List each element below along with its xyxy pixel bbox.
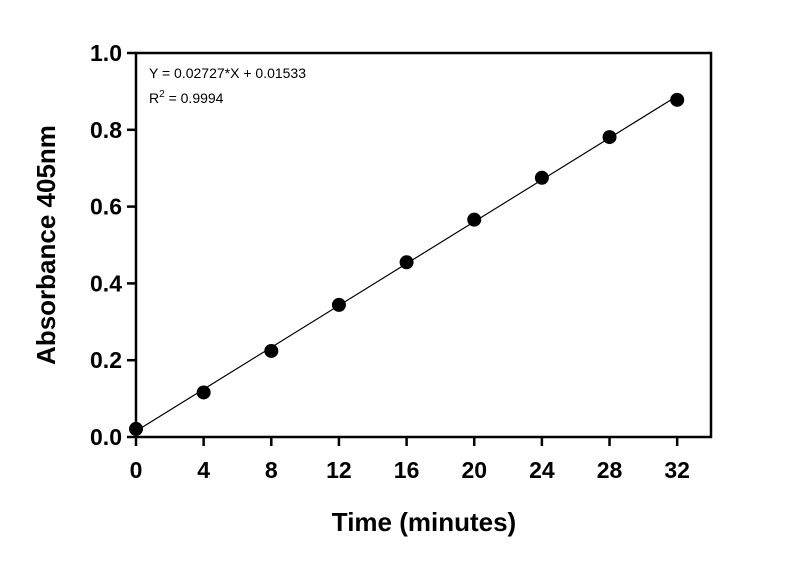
data-point	[467, 212, 482, 227]
y-tick-label: 0.8	[90, 117, 122, 143]
y-tick-label: 0.2	[90, 347, 122, 373]
x-tick-label: 24	[529, 457, 555, 483]
y-tick-label: 1.0	[90, 40, 122, 66]
data-point	[602, 130, 617, 145]
data-point	[670, 92, 685, 107]
x-tick-label: 0	[130, 457, 143, 483]
x-axis-title: Time (minutes)	[332, 507, 516, 537]
x-tick-label: 16	[394, 457, 420, 483]
r-squared-value: = 0.9994	[165, 90, 224, 106]
data-point	[264, 343, 279, 358]
y-axis-ticks: 0.0 0.2 0.4 0.6 0.8 1.0	[90, 40, 136, 450]
r-squared-prefix: R	[149, 90, 159, 106]
y-tick-label: 0.4	[90, 270, 122, 296]
x-tick-label: 32	[664, 457, 690, 483]
data-point	[129, 421, 143, 436]
data-point	[196, 385, 211, 400]
r-squared-superscript: 2	[159, 89, 165, 100]
data-point	[399, 255, 414, 270]
data-point	[331, 297, 346, 312]
r-squared-label: R2 = 0.9994	[149, 89, 224, 106]
x-tick-label: 8	[265, 457, 278, 483]
data-point	[534, 170, 549, 185]
plot-frame	[134, 51, 713, 439]
x-tick-label: 4	[197, 457, 210, 483]
regression-equation: Y = 0.02727*X + 0.01533	[149, 65, 306, 81]
x-tick-label: 12	[326, 457, 352, 483]
x-tick-label: 28	[597, 457, 623, 483]
x-tick-label: 20	[461, 457, 487, 483]
x-axis-ticks: 0 4 8 12 16 20 24 28 32	[130, 437, 690, 483]
y-tick-label: 0.6	[90, 194, 122, 220]
y-tick-label: 0.0	[90, 424, 122, 450]
y-axis-title: Absorbance 405nm	[31, 125, 61, 365]
data-points	[129, 92, 685, 436]
